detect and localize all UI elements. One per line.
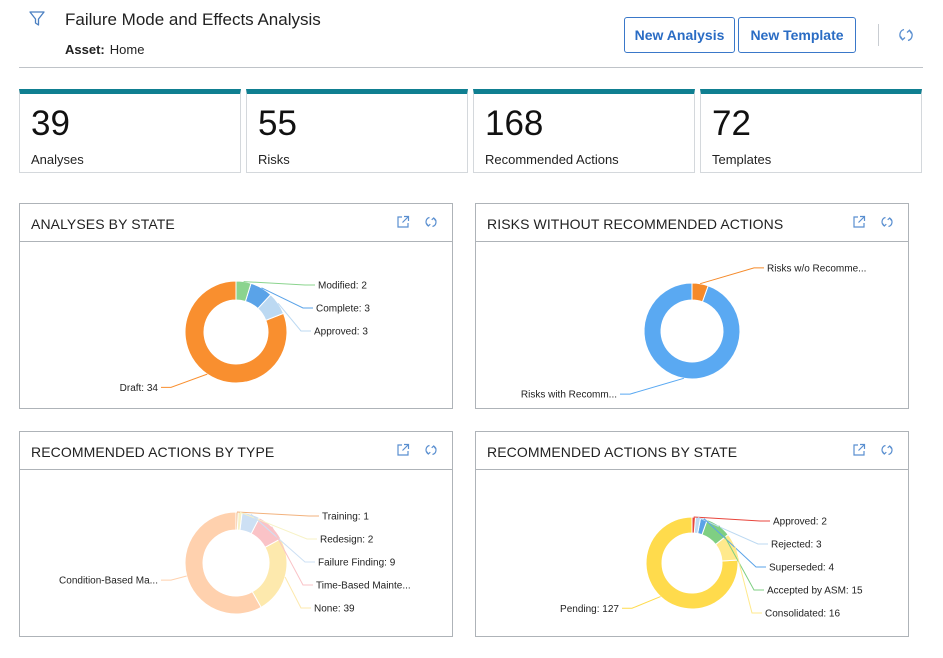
recommended-actions-by-state-chart: Pending: 127 Approved: 2 Rejected: 3 Supers… [560,516,863,620]
donut-label-training-1: Training: 1 [322,512,369,523]
header-rule [19,67,923,68]
donut-label-approved-3: Approved: 3 [314,327,368,338]
donut-label-risks-w-o-recomme: Risks w/o Recomme... [767,263,866,274]
page-header: Failure Mode and Effects Analysis Asset:… [0,0,943,68]
donut-label-draft-34: Draft: 34 [120,383,159,394]
donut-label-none-39: None: 39 [314,604,355,615]
page-title: Failure Mode and Effects Analysis [65,10,321,29]
donut-leader-line [703,518,766,568]
donut-slice-risks-w-o-recomme[interactable] [691,282,709,303]
card-analyses-by-state: ANALYSES BY STATE Draft: 34 Modified: 2 Co… [19,203,453,409]
refresh-icon[interactable] [880,215,894,229]
tile-label: Recommended Actions [485,152,619,167]
donut-leader-line [243,281,315,286]
open-external-icon[interactable] [852,215,866,229]
tile-risks[interactable]: 55 Risks [246,89,468,173]
donut-label-condition-based-ma: Condition-Based Ma... [59,576,158,587]
risks-without-recommended-actions-chart: Risks with Recomm... Risks w/o Recomme... [521,263,867,401]
header-divider [878,24,879,46]
donut-leader-line [284,576,311,609]
donut-slice-training-1[interactable] [235,511,239,531]
tile-label: Templates [712,152,772,167]
card-title: RECOMMENDED ACTIONS BY STATE [487,444,738,460]
filter-icon[interactable] [28,10,46,28]
tile-analyses[interactable]: 39 Analyses [19,89,241,173]
donut-label-redesign-2: Redesign: 2 [320,535,374,546]
tile-value: 72 [712,104,751,143]
donut-leader-line [161,575,187,581]
card-risks-without-recommended-actions: RISKS WITHOUT RECOMMENDED ACTIONS Risks … [475,203,909,409]
tile-value: 168 [485,104,544,143]
card-header: RISKS WITHOUT RECOMMENDED ACTIONS [476,204,908,242]
refresh-icon[interactable] [424,443,438,457]
tile-label: Analyses [31,152,84,167]
open-external-icon[interactable] [396,215,410,229]
open-external-icon[interactable] [396,443,410,457]
donut-leader-line [239,511,317,540]
donut-label-superseded-4: Superseded: 4 [769,563,834,574]
donut-label-time-based-mainte: Time-Based Mainte... [316,581,411,592]
card-header: ANALYSES BY STATE [20,204,452,242]
tile-templates[interactable]: 72 Templates [700,89,922,173]
new-analysis-button[interactable]: New Analysis [624,17,735,53]
refresh-icon[interactable] [880,443,894,457]
card-recommended-actions-by-state: RECOMMENDED ACTIONS BY STATE Pending: 12… [475,431,909,637]
donut-label-approved-2: Approved: 2 [773,517,827,528]
donut-label-pending-127: Pending: 127 [560,604,619,615]
donut-slice-draft-34[interactable] [184,280,288,384]
card-header: RECOMMENDED ACTIONS BY TYPE [20,432,452,470]
donut-leader-line [734,546,762,614]
card-title: ANALYSES BY STATE [31,216,175,232]
donut-slice-none-39[interactable] [251,538,288,609]
donut-leader-line [718,525,764,591]
donut-leader-line [622,596,661,609]
donut-label-risks-with-recomm: Risks with Recomm... [521,390,617,401]
card-header: RECOMMENDED ACTIONS BY STATE [476,432,908,470]
tile-label: Risks [258,152,290,167]
asset-value: Home [109,42,145,57]
refresh-icon[interactable] [897,26,915,44]
card-title: RISKS WITHOUT RECOMMENDED ACTIONS [487,216,784,232]
donut-leader-line [261,287,313,309]
donut-leader-line [236,511,319,517]
donut-slice-pending-127[interactable] [645,516,739,610]
donut-leader-line [161,373,208,388]
new-template-button[interactable]: New Template [738,17,856,53]
donut-leader-line [271,526,313,586]
donut-leader-line [277,302,311,332]
donut-slice-condition-based-ma[interactable] [184,511,262,615]
donut-label-failure-finding-9: Failure Finding: 9 [318,558,396,569]
asset-label: Asset: [65,42,105,57]
donut-leader-line [700,267,764,285]
donut-leader-line [693,516,770,522]
card-title: RECOMMENDED ACTIONS BY TYPE [31,444,275,460]
donut-label-complete-3: Complete: 3 [316,304,370,315]
donut-leader-line [620,377,684,395]
donut-label-rejected-3: Rejected: 3 [771,540,822,551]
donut-label-modified-2: Modified: 2 [318,281,367,292]
card-recommended-actions-by-type: RECOMMENDED ACTIONS BY TYPE Condition-Ba… [19,431,453,637]
tile-value: 39 [31,104,70,143]
donut-leader-line [697,516,768,545]
analyses-by-state-chart: Draft: 34 Modified: 2 Complete: 3 Approved:… [120,280,370,394]
donut-label-accepted-by-asm-15: Accepted by ASM: 15 [767,586,863,597]
donut-leader-line [250,513,315,563]
asset-info: Asset: Home [65,42,144,57]
refresh-icon[interactable] [424,215,438,229]
tile-value: 55 [258,104,297,143]
open-external-icon[interactable] [852,443,866,457]
tile-recommended-actions[interactable]: 168 Recommended Actions [473,89,695,173]
donut-label-consolidated-16: Consolidated: 16 [765,609,840,620]
recommended-actions-by-type-chart: Condition-Based Ma... Training: 1 Redesign… [59,511,411,615]
donut-slice-risks-with-recomm[interactable] [643,282,741,380]
